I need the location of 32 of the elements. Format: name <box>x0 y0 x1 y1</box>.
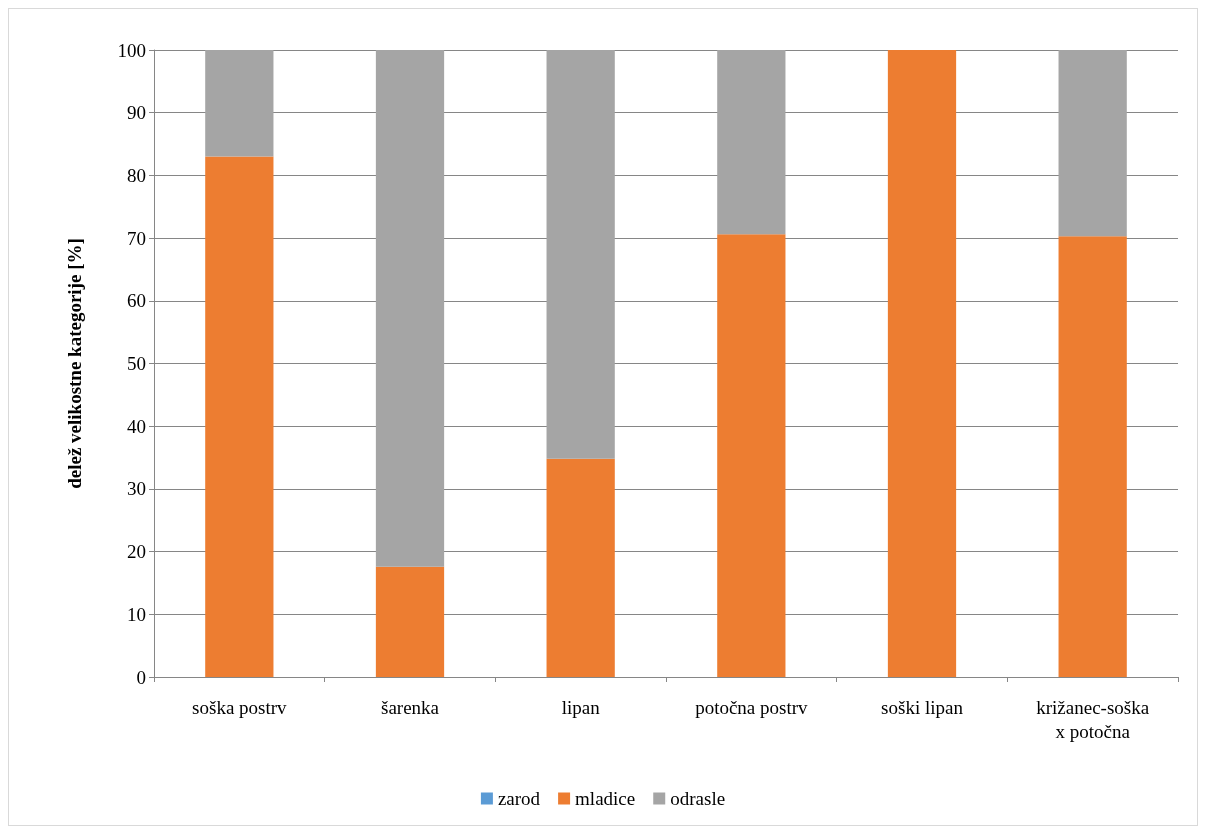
bar <box>1058 236 1127 677</box>
bar <box>717 234 786 677</box>
bar <box>205 156 274 677</box>
y-tick-label: 30 <box>127 478 146 500</box>
y-tick-label: 80 <box>127 164 146 186</box>
y-tick-label: 10 <box>127 603 146 625</box>
x-tick-label: šarenka <box>380 696 440 718</box>
y-tick-label: 90 <box>127 102 146 124</box>
x-tick-label: križanec-soška x potočna <box>1036 696 1150 742</box>
y-tick-label: 70 <box>127 227 146 249</box>
bar <box>887 50 957 677</box>
legend-label: odrasle <box>670 788 726 809</box>
bar <box>546 458 615 677</box>
legend-label: mladice <box>575 788 636 809</box>
bar <box>375 50 445 567</box>
y-tick-label: 0 <box>136 666 146 688</box>
x-tick-label: soški lipan <box>881 696 964 718</box>
bar <box>717 50 786 235</box>
bar <box>546 50 615 459</box>
bar <box>375 566 445 677</box>
x-tick-label: lipan <box>561 696 601 718</box>
y-tick-label: 60 <box>127 290 146 312</box>
y-tick-label: 100 <box>117 39 146 61</box>
y-tick-label: 50 <box>127 353 146 374</box>
y-axis-title: delež velikostne kategorije [%] <box>64 238 85 489</box>
bar <box>1058 50 1127 237</box>
y-tick-label: 20 <box>127 541 146 563</box>
x-tick-label: soška postrv <box>192 696 288 718</box>
legend-label: zarod <box>497 788 541 809</box>
y-tick-label: 40 <box>127 415 146 437</box>
x-tick-label: potočna postrv <box>695 696 809 718</box>
bar <box>205 50 274 157</box>
